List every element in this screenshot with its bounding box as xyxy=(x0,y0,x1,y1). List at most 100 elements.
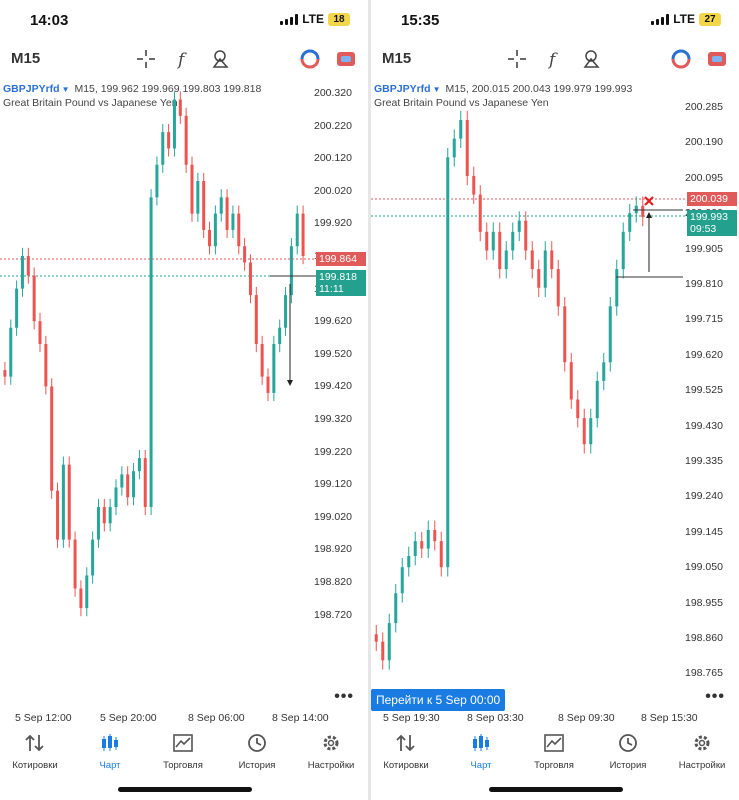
candle-body xyxy=(478,194,482,232)
symbol-name[interactable]: GBPJPYrfd xyxy=(374,83,431,95)
candle-body xyxy=(498,231,502,270)
tab-trade[interactable]: Торговля xyxy=(148,732,218,771)
objects-icon[interactable] xyxy=(580,48,604,70)
bid-price-tag: 200.039 xyxy=(687,192,737,206)
price-scale-label: 199.525 xyxy=(685,384,723,397)
candle-body xyxy=(9,327,13,377)
price-scale-label: 198.955 xyxy=(685,596,723,609)
candle-body xyxy=(149,197,153,508)
candle-body xyxy=(15,288,19,328)
price-scale-label: 199.620 xyxy=(314,315,352,328)
time-axis-label: 8 Sep 14:00 xyxy=(272,712,329,724)
candle-body xyxy=(155,164,159,198)
home-indicator xyxy=(118,787,252,792)
tab-settings[interactable]: Настройки xyxy=(667,732,737,771)
tab-settings[interactable]: Настройки xyxy=(296,732,366,771)
bid-price-tag: 199.864 xyxy=(316,252,366,266)
time-axis-label: 8 Sep 03:30 xyxy=(467,712,524,724)
candle-body xyxy=(20,256,24,289)
bar-countdown: 09:53 xyxy=(690,223,717,235)
candle-body xyxy=(237,213,241,247)
home-indicator xyxy=(489,787,623,792)
svg-text:f: f xyxy=(547,50,558,69)
crosshair-icon[interactable] xyxy=(134,48,158,70)
signal-icon xyxy=(651,13,670,25)
candle-body xyxy=(50,386,54,491)
more-options-button[interactable]: ••• xyxy=(705,688,725,705)
chart-icon xyxy=(446,732,516,754)
tab-quotes[interactable]: Котировки xyxy=(0,732,70,771)
candle-body xyxy=(420,541,424,549)
goto-date-button[interactable]: Перейти к 5 Sep 00:00 xyxy=(371,689,506,711)
price-scale-label: 200.120 xyxy=(314,152,352,165)
tab-quotes[interactable]: Котировки xyxy=(371,732,441,771)
candle-body xyxy=(243,246,247,263)
candle-body xyxy=(137,458,141,472)
candle-body xyxy=(589,418,593,445)
candle-body xyxy=(387,623,391,661)
crosshair-icon[interactable] xyxy=(505,48,529,70)
price-scale-label: 199.430 xyxy=(685,419,723,432)
indicators-icon[interactable]: f xyxy=(172,48,196,70)
candle-body xyxy=(608,306,612,363)
candle-body xyxy=(452,138,456,158)
tab-label: Котировки xyxy=(12,760,58,771)
objects-icon[interactable] xyxy=(209,48,233,70)
status-indicators: LTE 27 xyxy=(651,12,721,26)
status-time: 15:35 xyxy=(401,12,440,29)
candle-body xyxy=(582,418,586,445)
tab-trade[interactable]: Торговля xyxy=(519,732,589,771)
candle-body xyxy=(394,593,398,624)
tab-history[interactable]: История xyxy=(593,732,663,771)
tab-chart[interactable]: Чарт xyxy=(75,732,145,771)
candle-body xyxy=(85,575,89,609)
more-options-button[interactable]: ••• xyxy=(334,688,354,705)
candle-body xyxy=(381,641,385,661)
tab-label: Настройки xyxy=(307,760,355,771)
time-axis-label: 8 Sep 06:00 xyxy=(188,712,245,724)
candle-body xyxy=(491,231,495,251)
timeframe-button[interactable]: M15 xyxy=(11,50,41,67)
symbol-header[interactable]: GBPJPYrfd ▼ M15, 200.015 200.043 199.979 … xyxy=(374,83,632,95)
up-arrow-icon xyxy=(646,212,652,218)
chart-toolbar: M15 f xyxy=(371,42,739,76)
candlestick-chart[interactable] xyxy=(371,82,739,710)
tab-chart[interactable]: Чарт xyxy=(446,732,516,771)
price-scale-label: 199.920 xyxy=(314,217,352,230)
symbol-dropdown-icon[interactable]: ▼ xyxy=(61,85,70,94)
candle-body xyxy=(289,246,293,296)
time-axis-label: 8 Sep 09:30 xyxy=(558,712,615,724)
indicators-icon[interactable]: f xyxy=(543,48,567,70)
symbol-name[interactable]: GBPJPYrfd xyxy=(3,83,60,95)
history-icon xyxy=(593,732,663,754)
new-order-icon[interactable] xyxy=(334,48,358,70)
timeframe-button[interactable]: M15 xyxy=(382,50,412,67)
symbol-header[interactable]: GBPJPYrfd ▼ M15, 199.962 199.969 199.803 … xyxy=(3,83,261,95)
candle-body xyxy=(374,634,378,642)
symbol-dropdown-icon[interactable]: ▼ xyxy=(432,85,441,94)
status-time: 14:03 xyxy=(30,12,69,29)
chart-toolbar: M15 f xyxy=(0,42,368,76)
price-scale-label: 200.285 xyxy=(685,101,723,113)
price-scale-label: 199.020 xyxy=(314,510,352,523)
candle-body xyxy=(3,370,7,377)
time-axis-label: 5 Sep 20:00 xyxy=(100,712,157,724)
tab-history[interactable]: История xyxy=(222,732,292,771)
one-click-trading-icon[interactable] xyxy=(669,48,693,70)
price-scale-label: 199.335 xyxy=(685,455,723,467)
trade-icon xyxy=(148,732,218,754)
time-axis: 5 Sep 19:30 8 Sep 03:30 8 Sep 09:30 8 Sep 1… xyxy=(371,712,739,726)
new-order-icon[interactable] xyxy=(705,48,729,70)
candle-body xyxy=(143,458,147,508)
candlestick-chart[interactable] xyxy=(0,82,368,710)
tab-label: Торговля xyxy=(163,760,203,771)
candle-body xyxy=(132,471,136,498)
close-mark-icon xyxy=(644,196,654,206)
candle-body xyxy=(108,507,112,524)
candle-body xyxy=(284,295,288,328)
price-scale-label: 200.320 xyxy=(314,87,352,99)
battery-icon: 27 xyxy=(699,12,721,26)
one-click-trading-icon[interactable] xyxy=(298,48,322,70)
candle-body xyxy=(167,132,171,149)
candle-body xyxy=(576,399,580,419)
